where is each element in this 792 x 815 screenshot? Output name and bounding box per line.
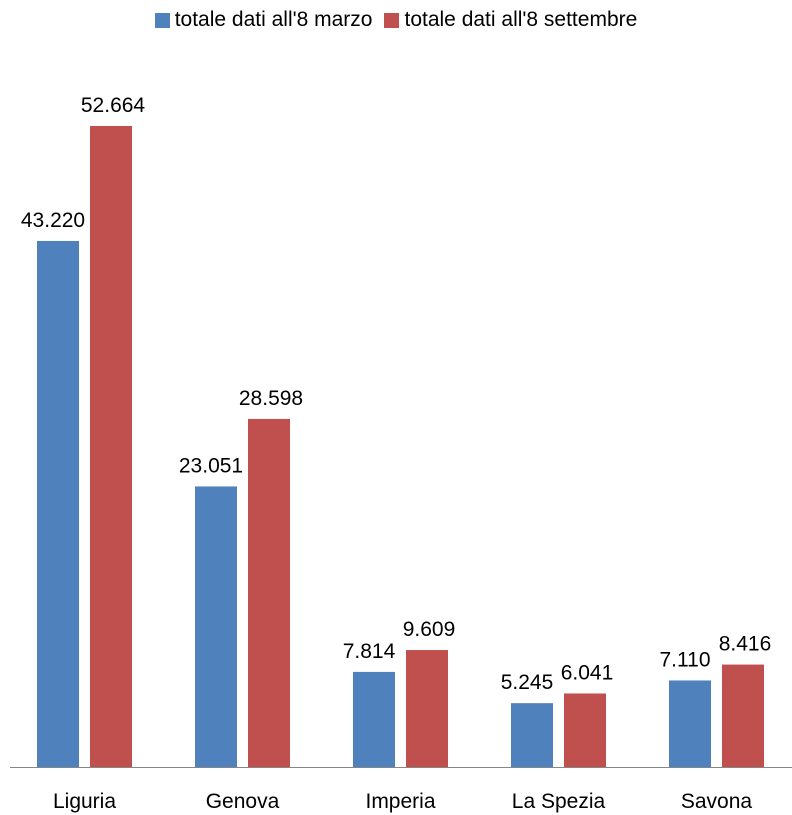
data-label: 43.220: [21, 209, 85, 232]
category-label: La Spezia: [512, 790, 606, 813]
legend: totale dati all'8 marzo totale dati all'…: [0, 8, 792, 32]
data-label: 9.609: [403, 618, 456, 641]
data-label: 7.814: [343, 640, 396, 663]
legend-item-series-1: totale dati all'8 marzo: [154, 8, 373, 32]
bar-imperia-series-1: [353, 671, 395, 767]
data-label: 5.245: [501, 671, 554, 694]
bar-savona-series-2: [722, 664, 764, 767]
data-label: 8.416: [719, 633, 772, 656]
bar-la-spezia-series-1: [511, 703, 553, 767]
bar-imperia-series-2: [406, 650, 448, 767]
category-label: Liguria: [53, 790, 116, 813]
data-label: 6.041: [561, 661, 614, 684]
legend-item-series-2: totale dati all'8 settembre: [384, 8, 637, 32]
data-label: 52.664: [81, 94, 146, 117]
bar-genova-series-2: [248, 418, 290, 767]
bar-genova-series-1: [195, 486, 237, 767]
bar-savona-series-1: [669, 680, 711, 767]
legend-label: totale dati all'8 settembre: [404, 8, 638, 31]
legend-swatch-blue: [154, 12, 170, 28]
legend-label: totale dati all'8 marzo: [174, 8, 373, 31]
bar-la-spezia-series-2: [564, 693, 606, 767]
legend-swatch-red: [384, 12, 400, 28]
bar-liguria-series-1: [37, 240, 79, 768]
data-label: 7.110: [660, 648, 711, 671]
category-label: Genova: [206, 790, 280, 813]
data-label: 23.051: [179, 454, 243, 477]
category-label: Imperia: [365, 790, 435, 813]
data-label: 28.598: [239, 387, 303, 410]
bar-liguria-series-2: [90, 126, 132, 767]
category-label: Savona: [681, 790, 753, 813]
